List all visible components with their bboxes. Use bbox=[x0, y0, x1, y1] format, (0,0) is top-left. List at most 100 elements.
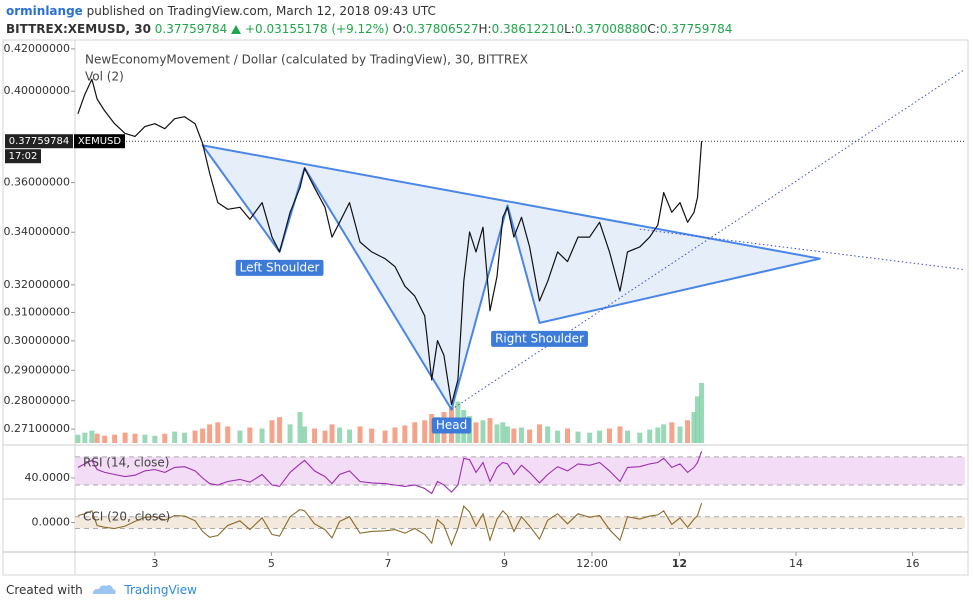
trendline bbox=[639, 228, 965, 271]
volume-bar bbox=[162, 433, 168, 443]
rsi-y-tick-label: 40.0000 bbox=[25, 471, 71, 484]
volume-bar bbox=[625, 430, 631, 443]
volume-bar bbox=[504, 426, 510, 443]
volume-bar bbox=[94, 433, 100, 443]
x-tick-label: 12:00 bbox=[576, 557, 608, 570]
symbol-box bbox=[74, 134, 125, 149]
symbol-label: XEMUSD bbox=[78, 136, 121, 147]
volume-bar bbox=[237, 430, 243, 443]
main-pane bbox=[75, 69, 965, 443]
volume-bar bbox=[606, 428, 612, 443]
volume-bar bbox=[297, 411, 303, 443]
pattern-label-box bbox=[431, 417, 472, 434]
volume-bar bbox=[192, 430, 198, 443]
y-tick-label: 0.30000000 bbox=[4, 334, 70, 347]
chart-frame bbox=[2, 39, 969, 576]
volume-bar bbox=[527, 429, 533, 443]
volume-bar bbox=[412, 422, 418, 443]
volume-bar bbox=[82, 432, 88, 443]
volume-bar bbox=[287, 424, 293, 443]
volume-bar bbox=[647, 429, 653, 443]
volume-bar bbox=[537, 424, 543, 443]
x-tick-label: 9 bbox=[501, 557, 508, 570]
volume-bar bbox=[207, 424, 213, 443]
y-tick-label: 0.27100000 bbox=[4, 422, 70, 435]
volume-bar bbox=[172, 431, 178, 443]
publisher[interactable]: orminlange bbox=[6, 4, 83, 18]
volume-bar bbox=[661, 424, 667, 443]
pattern-label-box bbox=[491, 330, 588, 347]
volume-bar bbox=[575, 431, 581, 443]
rsi-band bbox=[75, 456, 965, 486]
ohlc-key: L: bbox=[564, 22, 575, 36]
x-tick-label: 14 bbox=[789, 557, 803, 570]
volume-bar bbox=[322, 430, 328, 443]
volume-bar bbox=[565, 428, 571, 443]
price-line bbox=[77, 78, 703, 406]
volume-bar bbox=[429, 414, 435, 443]
y-tick-label: 0.34000000 bbox=[4, 225, 70, 238]
volume-bar bbox=[617, 426, 623, 443]
pattern-label: Head bbox=[436, 418, 467, 432]
volume-bar bbox=[473, 422, 479, 443]
volume-bar bbox=[392, 427, 398, 443]
ohlc-key: H: bbox=[478, 22, 492, 36]
y-tick-label: 0.36000000 bbox=[4, 176, 70, 189]
rsi-line bbox=[77, 451, 703, 495]
volume-bar bbox=[312, 428, 318, 443]
volume-bar bbox=[182, 432, 188, 443]
volume-bar bbox=[302, 426, 308, 443]
ohlc-value: 0.37008880 bbox=[574, 22, 648, 36]
volume-bar bbox=[132, 433, 138, 443]
volume-bar bbox=[329, 424, 335, 443]
cci-label: CCI (20, close) bbox=[83, 510, 170, 524]
volume-bar bbox=[369, 428, 375, 443]
ohlc-value: 0.37806527 bbox=[405, 22, 479, 36]
volume-label: Vol (2) bbox=[85, 70, 124, 84]
footer: Created with TradingView bbox=[6, 582, 197, 597]
symbol: BITTREX:XEMUSD, 30 bbox=[6, 22, 151, 36]
x-tick-label: 12 bbox=[672, 557, 687, 570]
volume-bar bbox=[225, 426, 231, 443]
volume-bar bbox=[500, 422, 506, 443]
x-tick-label: 16 bbox=[906, 557, 920, 570]
volume-bar bbox=[587, 432, 593, 443]
volume-bar bbox=[75, 434, 81, 443]
volume-bar bbox=[511, 428, 517, 443]
volume-bar bbox=[518, 427, 524, 443]
volume-bar bbox=[669, 422, 675, 443]
volume-bar bbox=[480, 420, 486, 443]
volume-bar bbox=[422, 420, 428, 443]
price-change: +0.03155178 (+9.12%) bbox=[244, 22, 389, 36]
x-tick-label: 5 bbox=[268, 557, 275, 570]
volume-bar bbox=[102, 435, 108, 443]
volume-bar bbox=[655, 427, 661, 443]
countdown-box bbox=[5, 149, 41, 164]
volume-bar bbox=[347, 429, 353, 443]
ohlc-value: 0.38612210 bbox=[491, 22, 565, 36]
countdown-label: 17:02 bbox=[9, 151, 38, 162]
volume-bar bbox=[269, 420, 275, 443]
y-tick-label: 0.29000000 bbox=[4, 363, 70, 376]
volume-bar bbox=[382, 430, 388, 443]
ohlc: O:0.37806527H:0.38612210L:0.37008880C:0.… bbox=[393, 22, 733, 36]
volume-bar bbox=[555, 430, 561, 443]
volume-bar bbox=[142, 434, 148, 443]
pattern-label-box bbox=[235, 259, 324, 276]
volume-bar bbox=[152, 435, 158, 443]
brand[interactable]: TradingView bbox=[124, 583, 197, 597]
volume-bar bbox=[259, 428, 265, 443]
last-price-label: 0.37759784 bbox=[9, 136, 69, 147]
volume-bar bbox=[494, 424, 500, 443]
ohlc-value: 0.37759784 bbox=[659, 22, 733, 36]
created-with: Created with bbox=[6, 583, 83, 597]
cci-line bbox=[77, 503, 703, 547]
y-tick-label: 0.40000000 bbox=[4, 84, 70, 97]
y-tick-label: 0.31000000 bbox=[4, 305, 70, 318]
y-tick-label: 0.32000000 bbox=[4, 278, 70, 291]
symbol-line: BITTREX:XEMUSD, 30 0.37759784 +0.0315517… bbox=[6, 22, 732, 36]
volume-bar bbox=[337, 427, 343, 443]
volume-bar bbox=[597, 430, 603, 443]
x-tick-label: 3 bbox=[151, 557, 158, 570]
